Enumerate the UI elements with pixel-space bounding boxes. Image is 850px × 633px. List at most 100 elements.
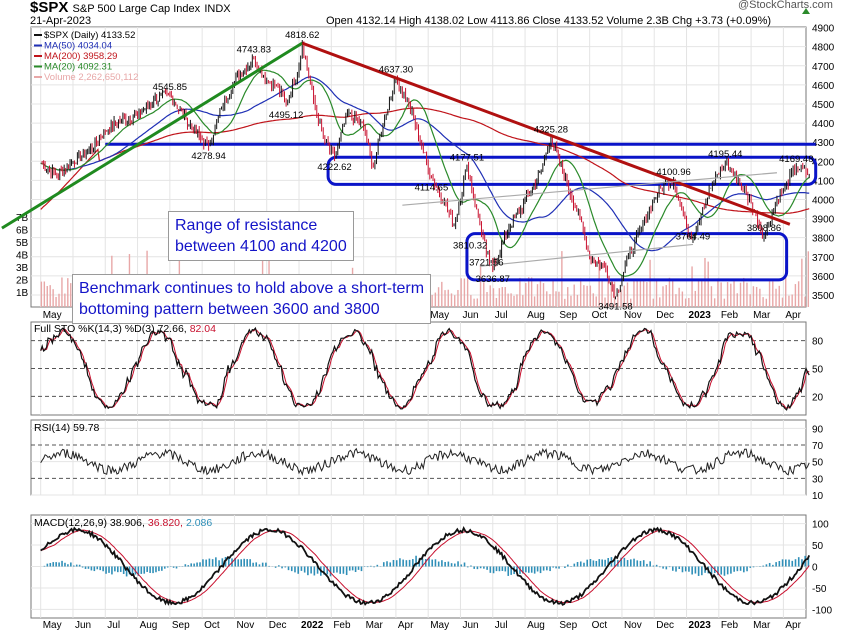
histogram-bar bbox=[454, 563, 456, 567]
osc-tick-label: 30 bbox=[812, 474, 824, 485]
histogram-bar bbox=[662, 566, 664, 569]
histogram-bar bbox=[376, 564, 379, 567]
volume-bar bbox=[463, 278, 466, 307]
volume-bar bbox=[720, 282, 722, 307]
histogram-bar bbox=[626, 560, 629, 567]
price-tick-label: 4700 bbox=[812, 62, 835, 73]
ohlc-readout: Open 4132.14 High 4138.02 Low 4113.86 Cl… bbox=[326, 15, 772, 27]
volume-bar bbox=[598, 260, 600, 307]
histogram-bar bbox=[161, 566, 163, 571]
x-tick-label: Mar bbox=[753, 310, 771, 321]
histogram-bar bbox=[360, 566, 363, 572]
histogram-bar bbox=[125, 566, 128, 577]
histogram-bar bbox=[117, 566, 119, 573]
histogram-bar bbox=[373, 566, 375, 568]
price-label: 4177.51 bbox=[450, 153, 484, 164]
x-tick-label-bottom: Nov bbox=[236, 620, 254, 631]
volume-bar bbox=[43, 281, 46, 307]
volume-bar bbox=[713, 298, 716, 307]
histogram-bar bbox=[746, 566, 748, 572]
histogram-bar bbox=[345, 566, 348, 576]
rsi-line bbox=[40, 447, 810, 477]
histogram-bar bbox=[64, 562, 66, 567]
histogram-bar bbox=[252, 562, 254, 567]
histogram-bar bbox=[730, 566, 732, 574]
histogram-bar bbox=[479, 566, 482, 569]
histogram-bar bbox=[623, 557, 626, 567]
x-tick-label-bottom: Nov bbox=[624, 620, 642, 631]
price-label: 4114.65 bbox=[415, 183, 449, 194]
sto-k-line bbox=[40, 326, 810, 411]
price-bars bbox=[41, 40, 810, 300]
index-name: S&P 500 Large Cap Index bbox=[72, 3, 201, 15]
histogram-bar bbox=[546, 566, 548, 571]
histogram-bar bbox=[710, 566, 713, 575]
histogram-bar bbox=[55, 562, 57, 567]
zone-resistance bbox=[326, 155, 818, 186]
x-tick-label-bottom: Mar bbox=[753, 620, 771, 631]
macd-hist-label: 2.086 bbox=[186, 517, 212, 529]
histogram-bar bbox=[470, 565, 472, 567]
histogram-bar bbox=[202, 559, 204, 567]
volume-bar bbox=[473, 298, 475, 307]
histogram-bar bbox=[258, 564, 261, 567]
histogram-bar bbox=[620, 557, 622, 567]
histogram-bar bbox=[492, 566, 495, 574]
histogram-bar bbox=[589, 559, 592, 567]
volume-bar bbox=[804, 296, 806, 307]
histogram-bar bbox=[105, 566, 107, 574]
price-label: 4169.48 bbox=[779, 154, 813, 165]
histogram-bar bbox=[402, 559, 404, 567]
histogram-bar bbox=[389, 562, 392, 567]
histogram-bar bbox=[392, 559, 395, 567]
price-label: 3491.58 bbox=[598, 302, 632, 313]
histogram-bar bbox=[781, 559, 784, 567]
histogram-bar bbox=[415, 555, 417, 567]
volume-bar bbox=[46, 286, 48, 307]
macd-signal-line bbox=[40, 529, 810, 604]
volume-bar bbox=[589, 285, 592, 307]
osc-tick-label: -100 bbox=[812, 605, 832, 616]
histogram-bar bbox=[70, 562, 72, 567]
x-tick-label-bottom: May bbox=[430, 620, 449, 631]
histogram-bar bbox=[227, 556, 230, 567]
histogram-bar bbox=[316, 566, 319, 574]
histogram-bar bbox=[595, 560, 598, 567]
histogram-bar bbox=[652, 565, 655, 567]
histogram-bar bbox=[307, 566, 309, 576]
volume-bar bbox=[570, 295, 572, 307]
histogram-bar bbox=[193, 563, 195, 567]
histogram-bar bbox=[749, 566, 752, 568]
volume-bar bbox=[620, 289, 622, 307]
volume-bar bbox=[431, 294, 433, 307]
histogram-bar bbox=[592, 560, 595, 567]
x-tick-label: May bbox=[430, 310, 449, 321]
histogram-bar bbox=[558, 566, 560, 569]
volume-bar bbox=[539, 279, 542, 307]
legend-entry: $SPX (Daily) 4133.52 bbox=[44, 30, 135, 41]
histogram-bar bbox=[720, 566, 723, 575]
volume-bar bbox=[733, 279, 735, 307]
price-tick-label: 4800 bbox=[812, 43, 835, 54]
sto-label-d: 82.04 bbox=[190, 323, 216, 335]
volume-tick-label: 1B bbox=[16, 288, 29, 299]
histogram-bar bbox=[412, 559, 414, 567]
histogram-bar bbox=[274, 566, 277, 568]
volume-bar bbox=[513, 295, 515, 307]
histogram-bar bbox=[785, 559, 787, 567]
volume-bar bbox=[549, 294, 551, 307]
histogram-bar bbox=[495, 566, 498, 572]
volume-bar bbox=[797, 281, 800, 307]
histogram-bar bbox=[583, 562, 585, 567]
volume-bar bbox=[70, 283, 72, 307]
macd-line bbox=[40, 525, 811, 606]
histogram-bar bbox=[408, 559, 411, 567]
volume-bar bbox=[665, 285, 667, 307]
volume-bar bbox=[447, 289, 449, 307]
histogram-bar bbox=[601, 559, 603, 567]
histogram-bar bbox=[149, 566, 151, 573]
volume-bar bbox=[646, 282, 648, 307]
histogram-bar bbox=[765, 564, 768, 567]
volume-bar bbox=[519, 277, 521, 307]
histogram-bar bbox=[675, 566, 677, 572]
